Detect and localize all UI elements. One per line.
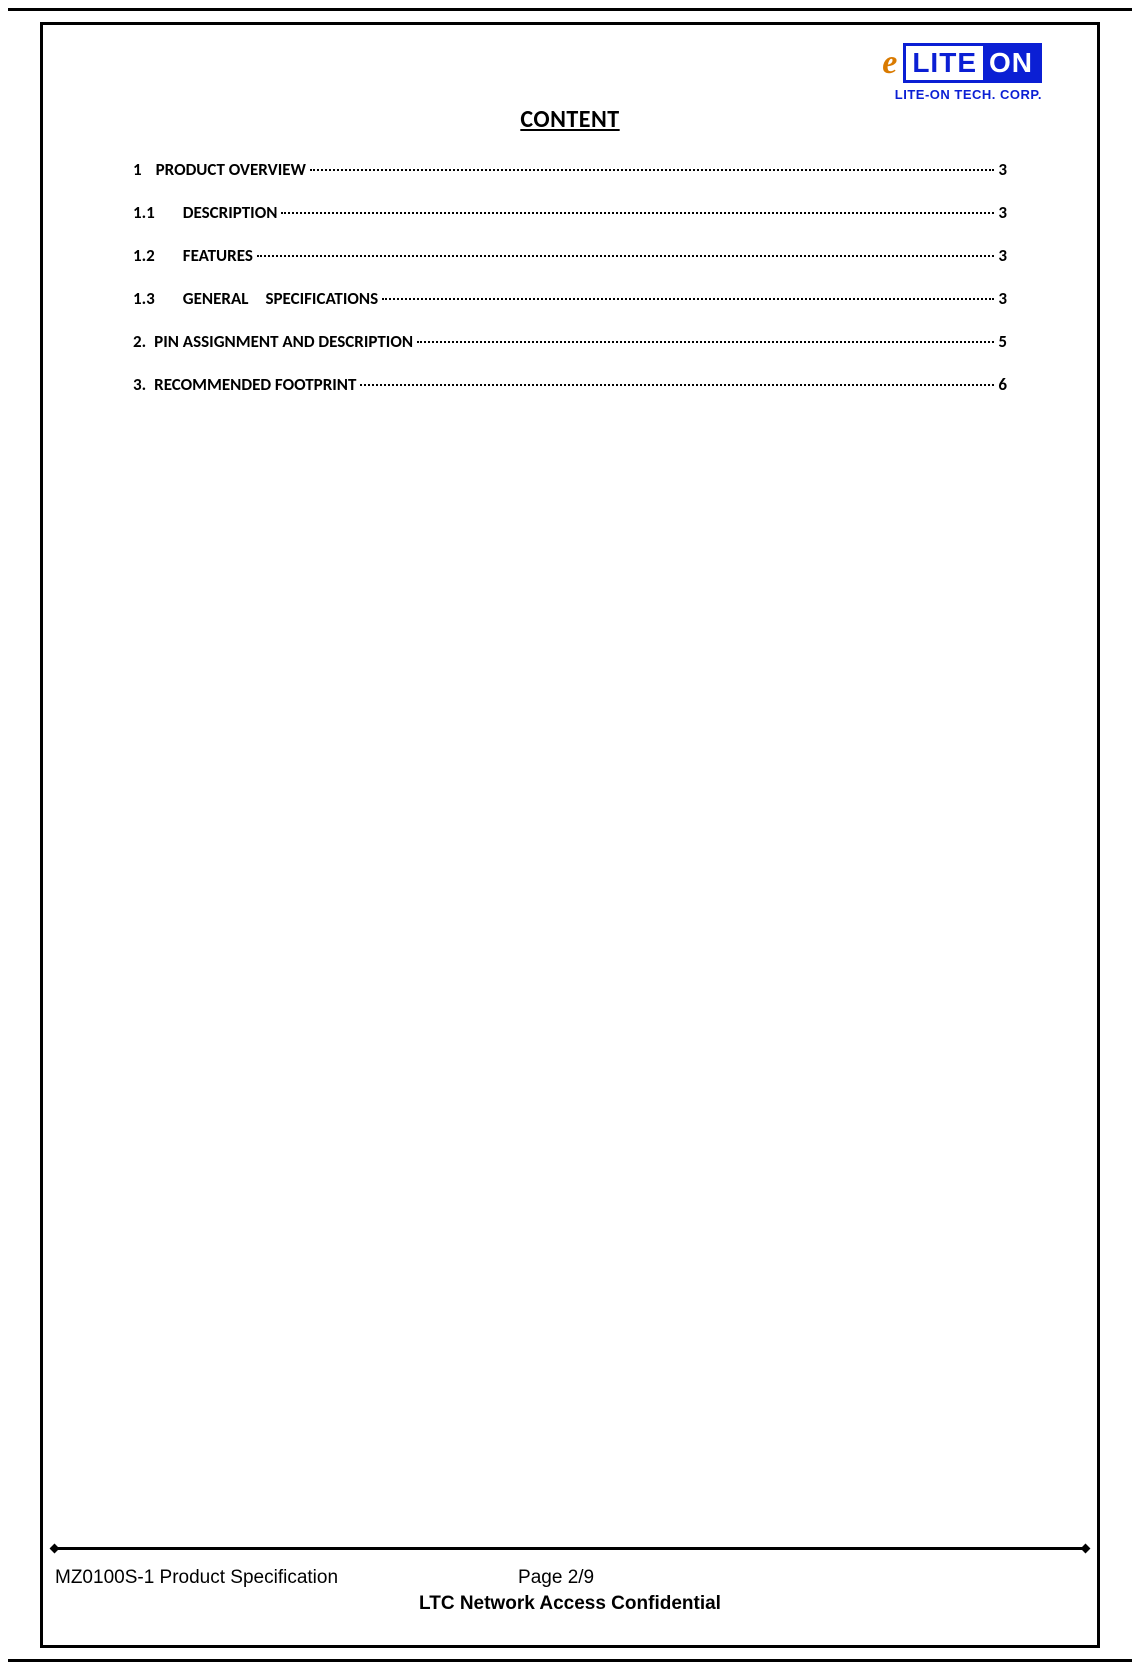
toc-entry-page: 3 [998, 245, 1007, 266]
footer: MZ0100S-1 Product Specification Page 2/9… [55, 1567, 1085, 1615]
footer-rule [55, 1547, 1085, 1550]
logo-row: e LITE ON [882, 43, 1042, 83]
toc-entry: 1.1 DESCRIPTION 3 [133, 202, 1007, 223]
toc-entry-number: 3. [133, 374, 146, 395]
table-of-contents: 1 PRODUCT OVERVIEW 3 1.1 DESCRIPTION 3 1.2 FEAT… [103, 159, 1037, 395]
content-title: CONTENT [103, 105, 1037, 134]
logo-subline: LITE-ON TECH. CORP. [882, 87, 1042, 102]
footer-doc-title: MZ0100S-1 Product Specification [55, 1567, 338, 1589]
toc-entry: 1.3 GENERAL SPECIFICATIONS 3 [133, 288, 1007, 309]
footer-spacer [338, 1567, 518, 1589]
footer-line-1: MZ0100S-1 Product Specification Page 2/9 [55, 1567, 1085, 1589]
toc-entry-text: FEATURES [183, 245, 253, 266]
toc-entry: 1 PRODUCT OVERVIEW 3 [133, 159, 1007, 180]
footer-page-label: Page 2/9 [518, 1567, 594, 1589]
toc-entry-page: 3 [998, 202, 1007, 223]
toc-entry-leader [281, 212, 994, 214]
toc-entry-text: PIN ASSIGNMENT AND DESCRIPTION [154, 331, 413, 352]
logo-lite-text: LITE [906, 46, 983, 80]
toc-entry-page: 5 [998, 331, 1007, 352]
toc-entry-number: 2. [133, 331, 146, 352]
toc-entry-text: DESCRIPTION [183, 202, 278, 223]
toc-entry-number: 1.1 [133, 202, 155, 223]
logo-box: LITE ON [903, 43, 1042, 83]
toc-entry-leader [360, 384, 994, 386]
page-body: e LITE ON LITE-ON TECH. CORP. CONTENT 1P… [43, 25, 1097, 1645]
toc-entry-number: 1.3 [133, 288, 155, 309]
toc-entry-leader [310, 169, 994, 171]
toc-entry-page: 3 [998, 288, 1007, 309]
toc-entry-number: 1.2 [133, 245, 155, 266]
toc-entry: 3. RECOMMENDED FOOTPRINT 6 [133, 374, 1007, 395]
toc-entry: 2. PIN ASSIGNMENT AND DESCRIPTION 5 [133, 331, 1007, 352]
toc-entry-page: 3 [998, 159, 1007, 180]
toc-entry-page: 6 [998, 374, 1007, 395]
toc-entry-leader [417, 341, 994, 343]
logo-swirl-icon: e [882, 46, 897, 80]
toc-entry-text: GENERAL SPECIFICATIONS [183, 288, 378, 309]
toc-entry-leader [382, 298, 994, 300]
toc-entry-text: RECOMMENDED FOOTPRINT [154, 374, 356, 395]
footer-confidential: LTC Network Access Confidential [55, 1593, 1085, 1615]
toc-entry-number: 1 [133, 159, 142, 180]
toc-entry-leader [257, 255, 994, 257]
toc-entry: 1.2 FEATURES 3 [133, 245, 1007, 266]
logo-block: e LITE ON LITE-ON TECH. CORP. [882, 43, 1042, 102]
toc-entry-text: PRODUCT OVERVIEW [156, 159, 306, 180]
logo-on-text: ON [983, 46, 1039, 80]
